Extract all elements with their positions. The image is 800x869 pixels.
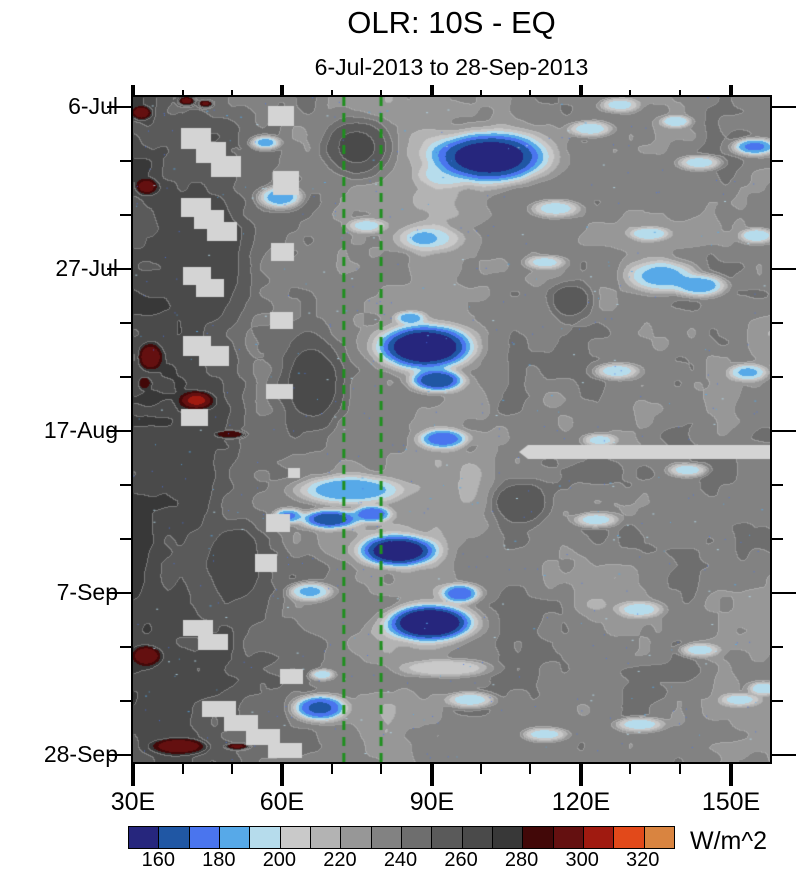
y-tick-minor-left xyxy=(120,213,133,216)
y-tick-minor-left xyxy=(120,484,133,487)
y-tick-major-left xyxy=(107,754,133,757)
y-tick-major-right xyxy=(770,754,796,757)
colorbar-cell xyxy=(401,827,433,848)
colorbar-cell xyxy=(310,827,342,848)
y-tick-minor-right xyxy=(770,538,783,541)
colorbar-cell xyxy=(644,827,674,848)
colorbar-cell xyxy=(523,827,554,848)
y-tick-minor-right xyxy=(770,213,783,216)
y-tick-minor-right xyxy=(770,484,783,487)
colorbar-cell xyxy=(492,827,524,848)
y-tick-minor-right xyxy=(770,321,783,324)
colorbar-cell xyxy=(553,827,584,848)
colorbar-tick-label: 320 xyxy=(626,849,660,869)
colorbar-cell xyxy=(250,827,281,848)
colorbar xyxy=(128,826,675,849)
colorbar-tick-label: 160 xyxy=(141,849,175,869)
x-tick-major-top xyxy=(430,85,434,97)
chart-title: OLR: 10S - EQ xyxy=(347,5,556,40)
x-tick-minor-bottom xyxy=(330,762,333,774)
y-tick-minor-left xyxy=(120,376,133,379)
units-label: W/m^2 xyxy=(690,827,768,855)
x-tick-major-top xyxy=(279,85,284,97)
y-tick-major-right xyxy=(770,592,796,595)
colorbar-tick-label: 280 xyxy=(504,849,539,869)
x-tick-minor-top xyxy=(529,90,532,97)
colorbar-tick-label: 220 xyxy=(323,849,357,869)
x-tick-minor-top xyxy=(678,90,681,97)
x-tick-minor-bottom xyxy=(628,762,631,774)
colorbar-tick-label: 180 xyxy=(202,849,236,869)
y-tick-major-left xyxy=(107,267,133,270)
y-tick-major-right xyxy=(770,267,796,270)
colorbar-cell xyxy=(341,827,372,848)
colorbar-cell xyxy=(462,827,493,848)
y-tick-minor-right xyxy=(770,376,783,379)
y-tick-label: 7-Sep xyxy=(56,579,118,606)
x-tick-major-bottom xyxy=(430,762,434,786)
x-tick-minor-bottom xyxy=(231,762,234,774)
x-tick-label: 60E xyxy=(259,788,305,816)
y-tick-label: 28-Sep xyxy=(43,741,118,768)
x-tick-label: 120E xyxy=(551,788,611,816)
y-tick-minor-left xyxy=(120,321,133,324)
colorbar-cell xyxy=(280,827,311,848)
x-tick-minor-bottom xyxy=(479,762,482,774)
x-tick-major-bottom xyxy=(579,762,583,786)
x-tick-label: 90E xyxy=(409,788,455,816)
y-tick-major-right xyxy=(770,105,796,108)
colorbar-cell xyxy=(189,827,220,848)
x-tick-major-bottom xyxy=(279,762,284,786)
colorbar-tick-label: 260 xyxy=(444,849,478,869)
x-tick-major-bottom xyxy=(131,762,135,786)
colorbar-cell xyxy=(371,827,402,848)
colorbar-tick-label: 200 xyxy=(262,849,297,869)
hovmoller-heatmap-canvas xyxy=(133,97,770,762)
y-tick-major-right xyxy=(770,430,796,433)
x-tick-minor-top xyxy=(479,90,482,97)
y-tick-minor-right xyxy=(770,159,783,162)
x-tick-minor-top xyxy=(330,90,333,97)
x-tick-label: 150E xyxy=(701,788,761,816)
colorbar-cell xyxy=(614,827,645,848)
y-tick-minor-left xyxy=(120,646,133,649)
y-tick-major-left xyxy=(107,592,133,595)
x-tick-major-bottom xyxy=(729,762,734,786)
colorbar-cell xyxy=(159,827,190,848)
y-tick-minor-right xyxy=(770,646,783,649)
y-tick-label: 27-Jul xyxy=(55,254,118,281)
colorbar-tick-label: 240 xyxy=(383,849,418,869)
x-tick-minor-top xyxy=(231,90,234,97)
x-tick-minor-top xyxy=(380,90,383,97)
x-tick-label: 30E xyxy=(110,788,156,816)
x-tick-minor-bottom xyxy=(529,762,532,774)
colorbar-tick-label: 300 xyxy=(565,849,599,869)
y-tick-label: 6-Jul xyxy=(68,92,118,119)
x-tick-minor-bottom xyxy=(181,762,184,774)
colorbar-cell xyxy=(432,827,463,848)
x-tick-major-top xyxy=(131,85,135,97)
y-tick-minor-left xyxy=(120,538,133,541)
x-tick-major-top xyxy=(579,85,583,97)
x-tick-minor-top xyxy=(628,90,631,97)
colorbar-cell xyxy=(129,827,160,848)
y-tick-major-left xyxy=(107,430,133,433)
y-tick-minor-right xyxy=(770,700,783,703)
colorbar-cell xyxy=(219,827,251,848)
x-tick-minor-top xyxy=(181,90,184,97)
y-tick-minor-left xyxy=(120,700,133,703)
x-tick-major-top xyxy=(729,85,734,97)
y-tick-major-left xyxy=(107,105,133,108)
y-tick-label: 17-Aug xyxy=(43,417,118,444)
chart-subtitle: 6-Jul-2013 to 28-Sep-2013 xyxy=(314,54,589,80)
x-tick-minor-bottom xyxy=(678,762,681,774)
y-tick-minor-left xyxy=(120,159,133,162)
colorbar-cell xyxy=(583,827,615,848)
x-tick-minor-bottom xyxy=(380,762,383,774)
